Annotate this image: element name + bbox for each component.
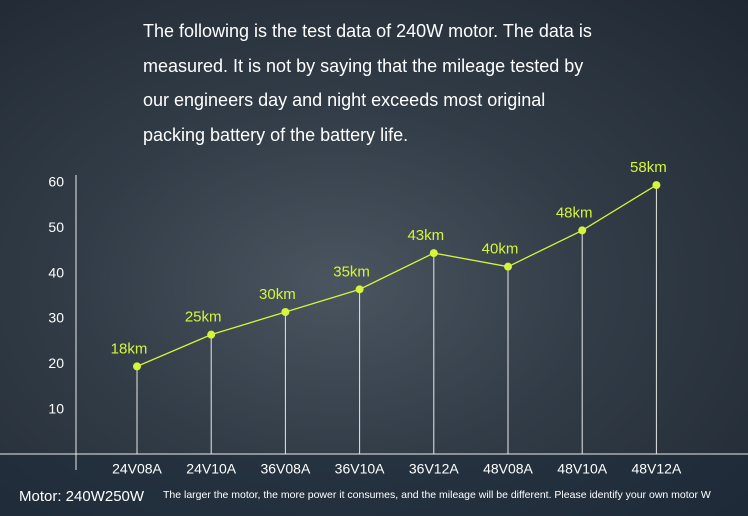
data-label: 18km — [111, 340, 148, 357]
x-tick-label: 36V12A — [409, 461, 459, 477]
data-label: 40km — [482, 241, 519, 258]
data-point — [133, 362, 141, 371]
data-point — [355, 285, 364, 294]
x-tick-label: 48V08A — [483, 461, 533, 477]
data-label: 43km — [407, 227, 444, 244]
data-point — [578, 226, 587, 235]
x-tick-label: 24V08A — [112, 461, 162, 477]
motor-note: Motor: 240W250W — [19, 488, 145, 505]
chart-title: The following is the test data of 240W m… — [143, 21, 592, 145]
footnote: The larger the motor, the more power it … — [163, 489, 711, 501]
x-tick-label: 48V10A — [557, 461, 607, 477]
data-label: 30km — [259, 286, 296, 303]
data-label: 58km — [630, 159, 667, 176]
y-tick-label: 60 — [48, 174, 64, 190]
data-label: 25km — [185, 309, 222, 326]
data-point — [207, 330, 216, 339]
x-tick-label: 36V10A — [335, 461, 385, 477]
y-tick-label: 30 — [48, 310, 64, 326]
x-tick-label: 36V08A — [260, 461, 310, 477]
data-label: 48km — [556, 204, 593, 221]
y-tick-label: 10 — [48, 400, 64, 416]
data-line — [136, 184, 657, 367]
y-tick-label: 20 — [48, 355, 64, 371]
data-label: 35km — [333, 263, 370, 280]
data-point — [429, 249, 438, 258]
y-tick-label: 50 — [48, 219, 64, 235]
y-tick-label: 40 — [48, 264, 64, 280]
data-point — [504, 262, 512, 271]
x-tick-label: 48V12A — [631, 461, 681, 477]
data-point — [281, 308, 290, 316]
footer-band — [0, 455, 748, 516]
x-tick-label: 24V10A — [186, 461, 236, 477]
data-point — [652, 181, 661, 190]
